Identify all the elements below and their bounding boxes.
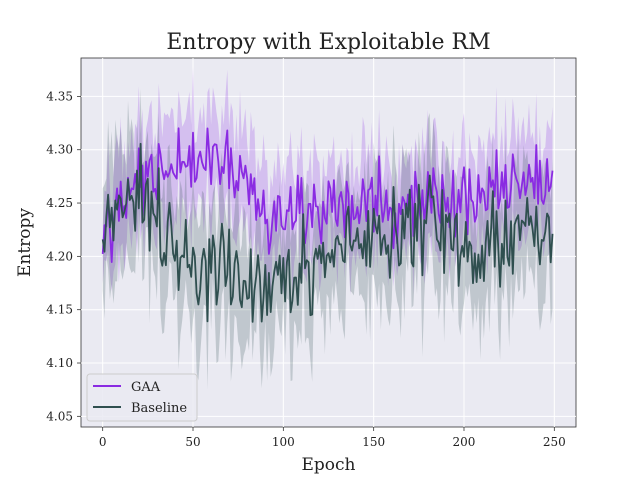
y-tick-label: 4.25 <box>46 196 73 210</box>
x-tick-label: 250 <box>543 435 566 449</box>
chart-title: Entropy with Exploitable RM <box>166 30 490 55</box>
legend-label-baseline: Baseline <box>131 401 187 416</box>
x-tick-label: 100 <box>272 435 295 449</box>
y-axis-label: Entropy <box>15 208 35 277</box>
y-tick-label: 4.05 <box>46 409 73 423</box>
x-tick-label: 50 <box>185 435 200 449</box>
series-lines <box>101 127 554 323</box>
x-tick-label: 150 <box>362 435 385 449</box>
y-tick-label: 4.35 <box>46 89 73 103</box>
y-tick-label: 4.15 <box>46 303 73 317</box>
legend: GAA Baseline <box>86 373 198 422</box>
y-tick-label: 4.20 <box>46 249 73 263</box>
x-tick-label: 200 <box>453 435 476 449</box>
line-gaa <box>101 127 554 263</box>
y-tick-label: 4.30 <box>46 143 73 157</box>
band-baseline <box>102 89 553 390</box>
line-baseline <box>101 142 554 323</box>
ticks: 0 50 100 150 200 250 4.05 4.10 4.15 4.20 4.25 4.30 4… <box>46 89 565 449</box>
x-tick-label: 0 <box>99 435 107 449</box>
y-tick-label: 4.10 <box>46 356 73 370</box>
x-axis-label: Epoch <box>302 455 356 475</box>
legend-label-gaa: GAA <box>131 380 161 395</box>
